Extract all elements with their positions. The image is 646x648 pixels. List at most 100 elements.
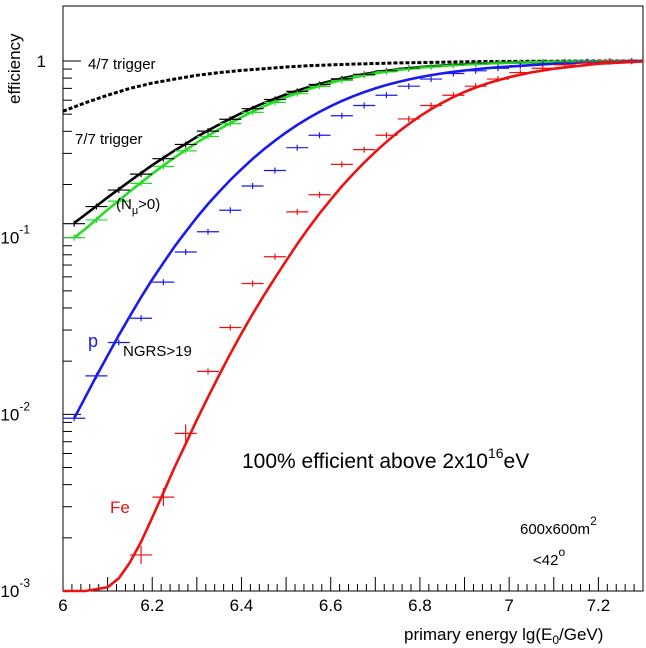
y-tick-exp: -1 — [19, 223, 30, 237]
y-tick-label: 10-1 — [0, 223, 30, 248]
data-point-p — [442, 70, 465, 77]
series-line-p — [73, 59, 644, 419]
y-tick-exp: -2 — [19, 399, 30, 413]
data-point-77trigger — [197, 128, 219, 135]
data-point-fe — [553, 61, 576, 68]
series-line-n0 — [73, 59, 644, 239]
data-point-77trigger — [107, 187, 130, 194]
data-point-fe — [286, 208, 309, 215]
data-point-p — [107, 339, 130, 346]
y-tick-base: 10 — [0, 229, 19, 248]
data-point-p — [397, 83, 420, 90]
data-point-n0 — [353, 72, 376, 79]
data-point-p — [420, 76, 443, 83]
data-point-fe — [464, 83, 487, 90]
efficiency-note-exp: 16 — [488, 445, 504, 461]
area-label-exp: 2 — [590, 514, 597, 528]
area-label-text: 600x600m — [520, 521, 590, 538]
data-point-p — [509, 62, 532, 69]
data-point-n0 — [219, 120, 242, 127]
data-point-p — [63, 415, 86, 422]
y-tick-label: 10-3 — [0, 576, 30, 601]
data-point-p — [375, 92, 398, 99]
data-point-p — [464, 67, 487, 74]
data-point-n0 — [85, 216, 108, 223]
series-line-47trigger — [62, 59, 643, 113]
x-tick-label: 6.6 — [319, 596, 343, 615]
data-point-p — [263, 167, 286, 174]
angle-label: <42o — [533, 545, 565, 569]
data-point-77trigger — [63, 220, 86, 227]
data-point-n0 — [107, 198, 130, 205]
data-point-n0 — [442, 62, 465, 69]
data-point-n0 — [330, 77, 353, 84]
data-point-fe — [420, 102, 443, 109]
data-markers — [63, 58, 643, 564]
curves — [62, 59, 644, 593]
data-point-n0 — [464, 61, 487, 68]
data-point-fe — [241, 280, 264, 287]
y-tick-label: 10-2 — [0, 399, 30, 424]
x-tick-label: 6.4 — [230, 596, 254, 615]
data-point-n0 — [197, 133, 219, 140]
data-point-fe — [598, 58, 621, 65]
data-point-fe — [353, 146, 376, 153]
x-tick-label: 7.2 — [587, 596, 611, 615]
label-ngrs: NGRS>19 — [123, 343, 192, 360]
data-point-fe — [576, 59, 599, 66]
data-point-n0 — [152, 163, 175, 170]
x-axis-title: primary energy lg(E0/GeV) — [404, 625, 603, 647]
data-point-fe — [509, 69, 532, 76]
data-point-p — [174, 248, 197, 255]
efficiency-note-post: eV — [504, 450, 530, 473]
data-point-fe — [397, 115, 420, 122]
area-label: 600x600m2 — [520, 514, 597, 538]
data-point-n0 — [241, 109, 264, 116]
label-p: p — [88, 331, 98, 351]
plot-frame — [62, 5, 644, 592]
data-point-p — [353, 102, 376, 109]
y-axis-title: efficiency — [5, 33, 24, 104]
data-point-fe — [375, 132, 398, 139]
x-axis-title-main: primary energy lg(E — [404, 625, 552, 644]
data-point-p — [152, 279, 175, 286]
data-point-fe — [174, 424, 197, 443]
data-point-p — [241, 183, 264, 190]
data-point-fe — [263, 253, 286, 260]
data-point-p — [487, 65, 509, 72]
data-point-n0 — [286, 90, 309, 97]
series-line-fe — [63, 60, 644, 593]
data-point-fe — [330, 161, 353, 168]
data-point-n0 — [420, 63, 443, 70]
y-tick-base: 10 — [0, 405, 19, 424]
data-point-fe — [219, 324, 242, 331]
data-point-fe — [130, 545, 153, 564]
x-tick-label: 7 — [504, 596, 513, 615]
axis-ticks — [62, 60, 644, 592]
data-point-77trigger — [130, 171, 153, 178]
efficiency-note-pre: 100% efficient above 2x10 — [242, 450, 488, 473]
x-tick-label: 6.2 — [140, 596, 164, 615]
data-point-fe — [308, 191, 331, 198]
label-7-7-trigger: 7/7 trigger — [75, 131, 143, 148]
data-point-77trigger — [85, 203, 108, 210]
data-point-n0 — [397, 65, 420, 72]
efficiency-note: 100% efficient above 2x1016eV — [242, 445, 529, 473]
label-fe: Fe — [110, 498, 130, 517]
label-nmu: (Nμ>0) — [116, 196, 160, 217]
y-tick-exp: -3 — [19, 576, 30, 590]
data-point-77trigger — [152, 155, 175, 162]
data-point-p — [85, 372, 108, 379]
data-point-p — [197, 228, 219, 235]
data-point-fe — [531, 65, 554, 72]
x-tick-label: 6 — [58, 596, 67, 615]
data-point-n0 — [130, 180, 153, 187]
data-point-n0 — [308, 83, 331, 90]
y-tick-base: 10 — [0, 582, 19, 601]
data-point-p — [130, 315, 153, 322]
angle-label-exp: o — [558, 545, 565, 559]
data-point-p — [330, 112, 353, 119]
data-point-fe — [197, 368, 219, 375]
